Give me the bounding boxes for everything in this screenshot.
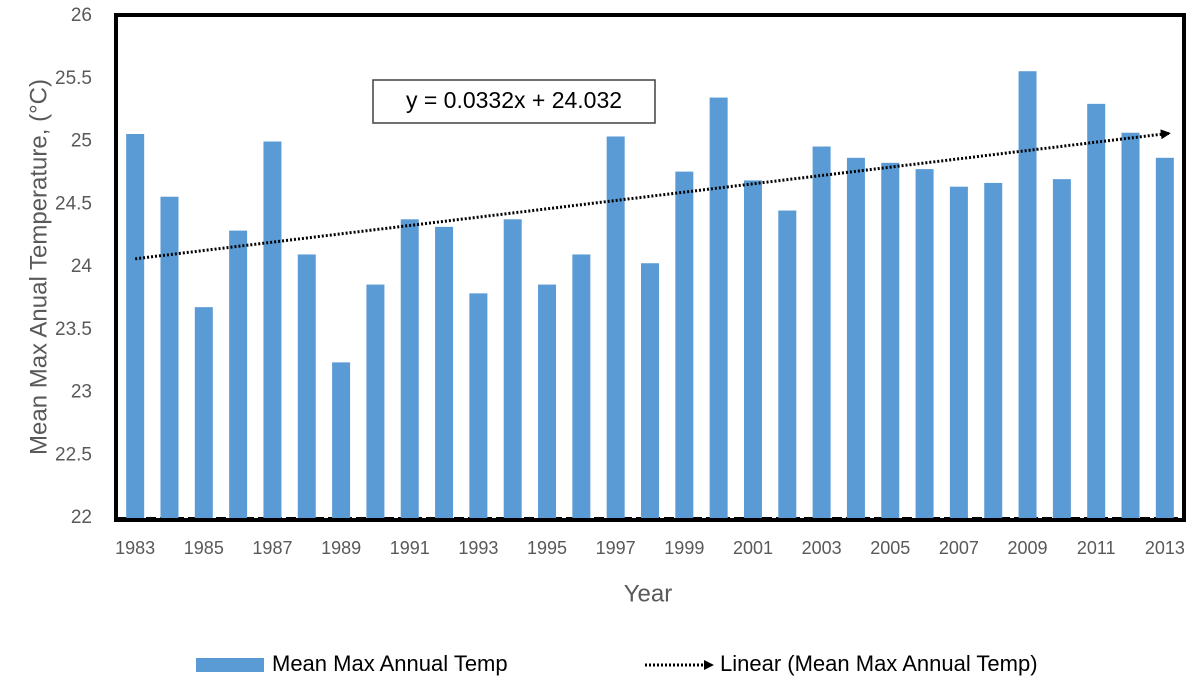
y-tick-label: 22.5 [55,444,92,465]
bar [709,97,728,518]
x-tick-label: 1999 [664,538,704,558]
y-tick-label: 26 [71,5,92,26]
bar [641,263,659,518]
bar [881,162,900,518]
x-axis-title: Year [624,580,673,607]
y-tick-label: 22 [71,507,92,528]
x-tick-label: 1987 [252,538,292,558]
bar [126,133,145,518]
bar [915,169,934,519]
legend-label: Mean Max Annual Temp [272,651,508,676]
bar [572,254,591,518]
legend-swatch [196,658,264,672]
bar [1155,157,1174,518]
trend-line [134,129,1171,261]
bar [400,219,419,518]
bar [160,196,179,518]
y-tick-label: 23.5 [55,319,92,340]
x-tick-label: 1989 [321,538,361,558]
x-tick-label: 1985 [184,538,224,558]
y-axis-title: Mean Max Anual Temperature, (°C) [25,79,52,455]
bar [469,293,488,518]
bar [1121,132,1140,518]
x-tick-label: 1993 [458,538,498,558]
trend-equation: y = 0.0332x + 24.032 [406,87,622,113]
bar [1018,71,1037,518]
bar [949,186,968,518]
x-tick-label: 2009 [1008,538,1048,558]
y-tick-label: 24 [71,256,93,277]
bar [984,182,1003,519]
bar [606,136,625,519]
bar [435,226,454,518]
x-tick-label: 2003 [802,538,842,558]
x-tick-label: 1995 [527,538,567,558]
bar [263,141,282,518]
x-tick-label: 1991 [390,538,430,558]
bar [846,157,865,518]
bar [297,254,316,518]
bar [812,146,831,518]
bar [743,180,762,518]
bar [503,219,522,518]
y-tick-label: 24.5 [55,193,92,214]
bar [675,171,694,518]
bar [1087,103,1106,518]
x-tick-label: 1997 [596,538,636,558]
y-tick-label: 25.5 [55,68,92,89]
x-tick-label: 2011 [1077,538,1116,558]
bar [1052,179,1071,518]
x-tick-label: 1983 [115,538,155,558]
y-tick-label: 25 [71,131,92,152]
x-tick-label: 2013 [1145,538,1185,558]
bar [229,230,248,519]
x-tick-label: 2005 [870,538,910,558]
plot-frame [114,13,1186,522]
bar [332,362,351,518]
plot-area: 22 22.5 23 23.5 24 24.5 25 25.5 26 1983 1985 1987 19… [55,5,1185,676]
bar [538,284,557,518]
bar [366,284,385,518]
y-tick-label: 23 [71,382,92,403]
bar [778,210,797,518]
x-tick-label: 2001 [733,538,773,558]
equation-box [372,79,656,124]
bar [194,307,213,518]
legend-label: Linear (Mean Max Annual Temp) [720,651,1038,676]
x-tick-label: 2007 [939,538,979,558]
